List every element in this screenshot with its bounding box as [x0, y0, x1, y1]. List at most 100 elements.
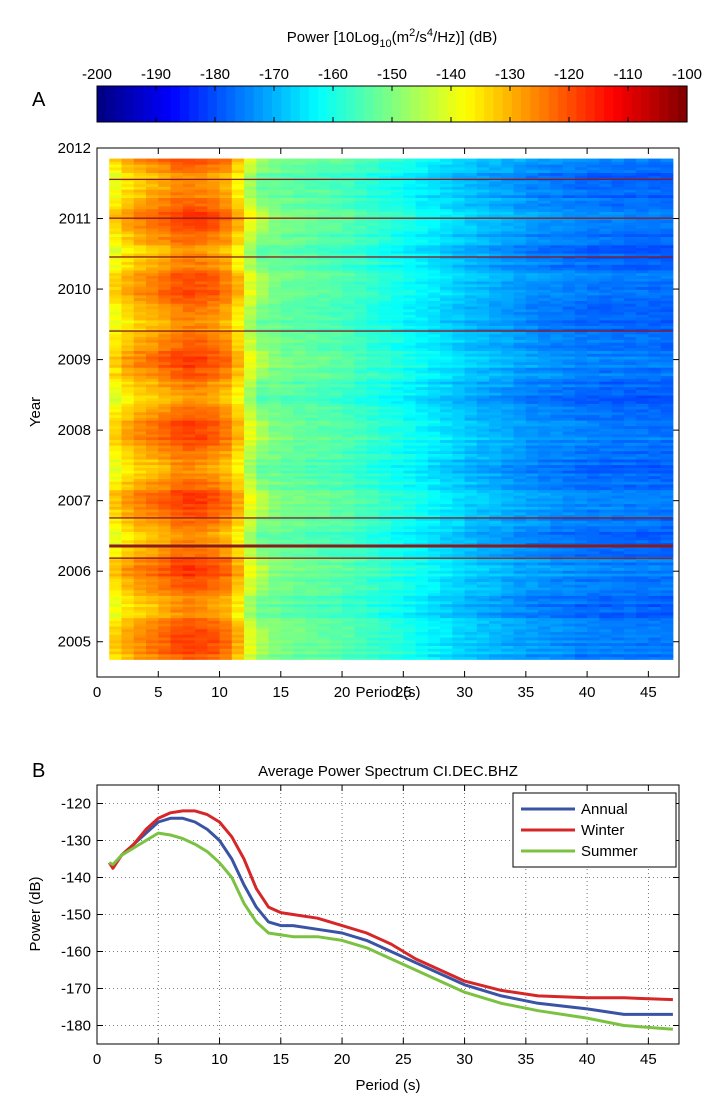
heatmap-cell [660, 489, 674, 493]
heatmap-cell [501, 520, 515, 524]
heatmap-cell [391, 422, 404, 427]
heatmap-cell [378, 584, 392, 588]
heatmap-cell [109, 486, 122, 491]
heatmap-cell [207, 645, 221, 649]
heatmap-cell [256, 498, 270, 502]
heatmap-cell [550, 536, 564, 541]
heatmap-cell [476, 520, 490, 524]
heatmap-cell [146, 464, 159, 468]
heatmap-cell [599, 500, 613, 505]
heatmap-cell [207, 561, 221, 566]
heatmap-cell [293, 461, 306, 466]
heatmap-cell [599, 467, 613, 471]
heatmap-cell [513, 642, 527, 646]
heatmap-cell [611, 553, 625, 557]
heatmap-cell [636, 509, 649, 513]
heatmap-cell [133, 637, 147, 641]
heatmap-cell [587, 397, 600, 402]
heatmap-cell [268, 651, 282, 655]
heatmap-cell [489, 489, 502, 493]
heatmap-cell [623, 428, 637, 432]
heatmap-cell [501, 575, 515, 580]
heatmap-cell [550, 467, 564, 471]
heatmap-cell [109, 400, 122, 404]
heatmap-cell [660, 600, 674, 605]
heatmap-cell [623, 459, 637, 463]
heatmap-cell [158, 600, 172, 605]
heatmap-cell [501, 392, 515, 396]
heatmap-cell [501, 656, 515, 660]
heatmap-cell [489, 470, 502, 474]
heatmap-cell [280, 428, 294, 432]
heatmap-cell [317, 478, 331, 482]
heatmap-cell [440, 475, 453, 480]
heatmap-cell [440, 587, 453, 591]
heatmap-cell [636, 383, 649, 388]
heatmap-cell [623, 375, 637, 379]
heatmap-cell [268, 520, 282, 524]
heatmap-cell [525, 559, 539, 563]
heatmap-cell [403, 408, 417, 413]
heatmap-cell [660, 403, 674, 407]
heatmap-cell [133, 581, 147, 585]
heatmap-cell [293, 531, 306, 535]
heatmap-cell [648, 397, 662, 402]
heatmap-cell [268, 509, 282, 513]
heatmap-cell [109, 381, 122, 385]
heatmap-cell [170, 528, 184, 532]
heatmap-cell [170, 520, 184, 524]
heatmap-cell [538, 553, 551, 557]
heatmap-cell [574, 587, 588, 591]
heatmap-cell [317, 392, 331, 396]
heatmap-cell [219, 514, 233, 518]
heatmap-cell [440, 634, 453, 638]
heatmap-cell [391, 561, 404, 566]
heatmap-cell [464, 392, 478, 396]
heatmap-cell [403, 467, 417, 471]
heatmap-cell [464, 509, 478, 513]
heatmap-cell [342, 520, 355, 524]
heatmap-cell [109, 481, 122, 485]
heatmap-cell [219, 459, 233, 463]
heatmap-cell [562, 408, 576, 413]
heatmap-cell [342, 631, 355, 635]
heatmap-cell [489, 420, 502, 424]
heatmap-cell [636, 620, 649, 624]
heatmap-cell [636, 478, 649, 482]
heatmap-cell [574, 523, 588, 527]
heatmap-cell [329, 561, 343, 566]
heatmap-cell [109, 386, 122, 390]
heatmap-cell [587, 411, 600, 416]
heatmap-cell [256, 587, 270, 591]
heatmap-cell [648, 511, 662, 516]
heatmap-cell [525, 386, 539, 390]
heatmap-cell [342, 625, 355, 630]
heatmap-cell [599, 617, 613, 621]
heatmap-cell [513, 486, 527, 491]
heatmap-cell [378, 472, 392, 477]
heatmap-cell [587, 470, 600, 474]
heatmap-cell [219, 383, 233, 388]
colorbar-swatch [557, 86, 568, 122]
heatmap-cell [366, 461, 380, 466]
heatmap-cell [231, 651, 245, 655]
heatmap-cell [366, 523, 380, 527]
heatmap-cell [440, 525, 453, 530]
colorbar-swatch [539, 86, 550, 122]
heatmap-cell [574, 634, 588, 638]
heatmap-cell [146, 584, 159, 588]
heatmap-cell [611, 520, 625, 524]
heatmap-cell [366, 453, 380, 457]
heatmap-cell [133, 470, 147, 474]
heatmap-cell [280, 639, 294, 644]
heatmap-cell [391, 367, 404, 371]
heatmap-cell [415, 392, 429, 396]
heatmap-cell [354, 445, 368, 449]
colorbar-swatch [410, 86, 421, 122]
heatmap-cell [146, 447, 159, 452]
heatmap-cell [219, 389, 233, 393]
heatmap-cell [636, 578, 649, 582]
heatmap-cell [636, 406, 649, 410]
heatmap-cell [427, 509, 441, 513]
heatmap-cell [611, 456, 625, 460]
